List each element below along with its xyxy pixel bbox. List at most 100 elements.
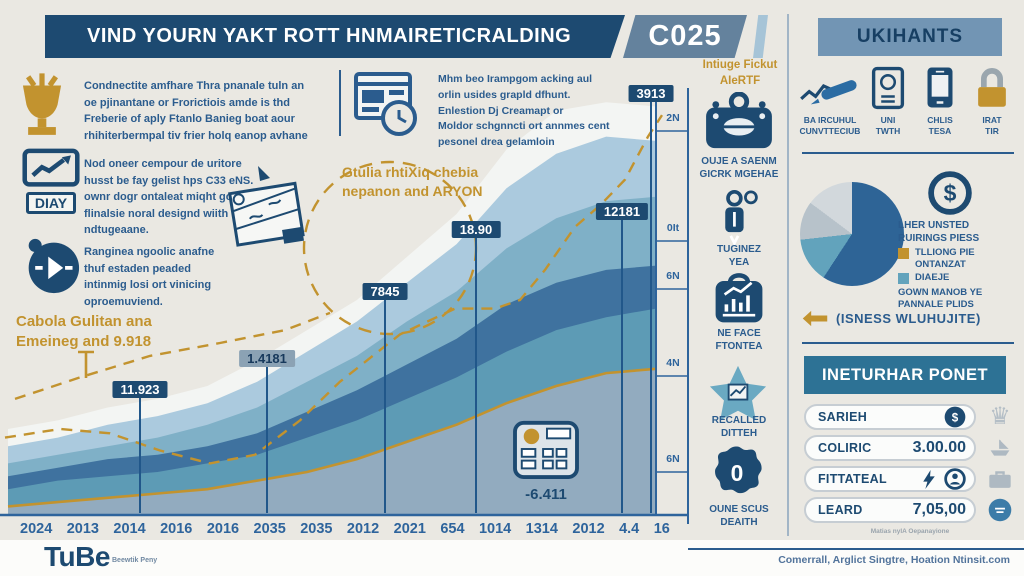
crown-icon: ♛ (989, 403, 1011, 430)
right-item-label-1: OUJE A SAENM GICRK MGEHAE (699, 156, 779, 180)
right-item-label-5: OUNE SCUS DEAITH (709, 504, 769, 528)
panel-divider-1 (802, 152, 1014, 154)
stat-label: COLIRIC (818, 441, 872, 455)
tool-label: BA IRCUHUL CUNVTTECIUB (799, 115, 861, 136)
panel-header-2: INETURHAR PONET (804, 356, 1006, 394)
stat-pill: SARIEH $ (804, 404, 976, 430)
stats-rows: SARIEH $ ♛ COLIRIC 3.00.00 FITT (804, 404, 1016, 528)
x-axis-label: 654 (440, 521, 465, 537)
y-axis-label: 4N (666, 357, 680, 369)
x-axis-labels: 2024 2013 2014 2016 2016 2035 2035 2012 2021 654 1… (20, 521, 670, 537)
legend-item-1: TLLIONG PIE ONTANZAT (898, 247, 1018, 271)
stat-pill: FITTATEAL (804, 466, 976, 492)
x-axis-label: 2016 (160, 521, 193, 537)
tool-label: IRAT TIR (982, 115, 1002, 136)
y-axis-label: 6N (666, 453, 680, 465)
tool-label: UNI TWTH (875, 115, 901, 136)
x-axis-label: 2035 (253, 521, 286, 537)
middle-highlight-note: Gtulia rhtiXiq chebia nepanon and ARYON (342, 164, 483, 199)
x-axis-label: 4.4 (619, 521, 640, 537)
legend-note: GOWN MANOB YE PANNALE PLIDS (898, 287, 983, 311)
camera-icon (702, 92, 776, 152)
callout-value: 12181 (595, 203, 649, 220)
tool-phone: CHLIS TESA (914, 64, 966, 136)
tool-lock: IRAT TIR (966, 64, 1018, 136)
vertical-divider (339, 70, 341, 136)
pie-chart (800, 182, 904, 286)
page-title: VIND YOURN YAKT ROTT HNMAIRETICRALDING (87, 25, 572, 47)
arrow-note-row: (ISNESS WLUHUJITE) (802, 310, 981, 327)
x-axis-label: 1014 (478, 521, 512, 537)
legend-swatch-teal (898, 273, 909, 284)
title-badge-text: C025 (648, 20, 722, 52)
svg-text:$: $ (944, 180, 957, 206)
callout-value: 7845 (362, 283, 408, 300)
brand-logo-subtext: Beewtik Peny (112, 557, 158, 564)
browser-clock-icon (352, 70, 422, 140)
footer-bar (0, 540, 1024, 576)
bolt-icon (921, 469, 937, 490)
blue-badge-icon (984, 497, 1016, 523)
tool-passport: UNI TWTH (862, 64, 914, 136)
legend-item-2: DIAEJE (898, 272, 1018, 284)
tools-row: BA IRCUHUL CUNVTTECIUB UNI TWTH (798, 64, 1018, 136)
title-bar: VIND YOURN YAKT ROTT HNMAIRETICRALDING (45, 15, 625, 58)
bag-chart-icon (710, 272, 768, 326)
left-arrow-icon (802, 310, 828, 327)
stat-pill: COLIRIC 3.00.00 (804, 435, 976, 461)
stat-row: SARIEH $ ♛ (804, 404, 1016, 430)
x-axis-label: 2024 (20, 521, 53, 537)
callout-value: 1.4181 (239, 350, 295, 367)
stat-pill: LEARD 7,05,00 (804, 497, 976, 523)
calculator-icon (512, 418, 580, 480)
callout-value: 18.90 (451, 221, 501, 238)
right-item-label-2: TUGINEZ YEA (717, 244, 761, 268)
person-circle-icon (944, 468, 966, 490)
map-sketch-icon (222, 162, 314, 262)
ship-icon (984, 435, 1016, 461)
title-stripe (753, 15, 768, 58)
panel-header-1-text: UKIHANTS (856, 26, 964, 47)
x-axis-label: 2012 (572, 521, 605, 537)
trophy-icon (16, 72, 68, 144)
svg-text:$: $ (952, 412, 959, 425)
legend-label: DIAEJE (915, 272, 950, 283)
play-circle-icon (24, 238, 80, 294)
pen-icon (798, 64, 862, 110)
panel-header-1: UKIHANTS (818, 18, 1002, 56)
monitor-chart-icon: DIAY (22, 148, 80, 214)
panel-divider-2 (802, 342, 1014, 344)
stat-row: LEARD 7,05,00 (804, 497, 1016, 523)
star-icon (708, 364, 768, 422)
x-axis-label: 2013 (66, 521, 99, 537)
panel-header-2-text: INETURHAR PONET (821, 365, 989, 384)
pie-caption: LHER UNSTED RUIRINGS PIESS (898, 220, 980, 244)
lock-icon (974, 64, 1010, 110)
dollar-badge-icon: $ (944, 406, 966, 428)
stamp-icon: 0 (708, 444, 766, 500)
person-search-icon (716, 190, 762, 245)
diay-badge: DIAY (25, 192, 77, 214)
brand-logo: TuBe (44, 541, 110, 572)
y-axis-label: 2N (666, 112, 680, 124)
x-axis-label: 2035 (300, 521, 333, 537)
x-axis-label: 2016 (206, 521, 240, 537)
legend-label: TLLIONG PIE ONTANZAT (915, 247, 975, 270)
footer-credit: Comerrall, Arglict Singtre, Hoation Ntin… (778, 554, 1010, 566)
x-axis-label: 16 (653, 521, 670, 537)
stat-label: SARIEH (818, 410, 868, 424)
x-axis-label: 2012 (346, 521, 380, 537)
callout-value: 11.923 (112, 381, 168, 398)
footer-divider (688, 548, 1024, 550)
briefcase-icon (984, 466, 1016, 492)
callout-value: 3913 (628, 85, 674, 102)
right-item-label-4: RECALLED DITTEH (711, 415, 767, 439)
stat-row: FITTATEAL (804, 466, 1016, 492)
x-axis-label: 2014 (113, 521, 146, 537)
arrow-note-text: (ISNESS WLUHUJITE) (836, 311, 981, 326)
x-axis-label: 2021 (393, 521, 426, 537)
left-highlight-note: Cabola Gulitan ana Emeineg and 9.918 (16, 313, 152, 351)
dollar-circle-icon: $ (927, 170, 973, 216)
title-badge: C025 (623, 15, 747, 58)
